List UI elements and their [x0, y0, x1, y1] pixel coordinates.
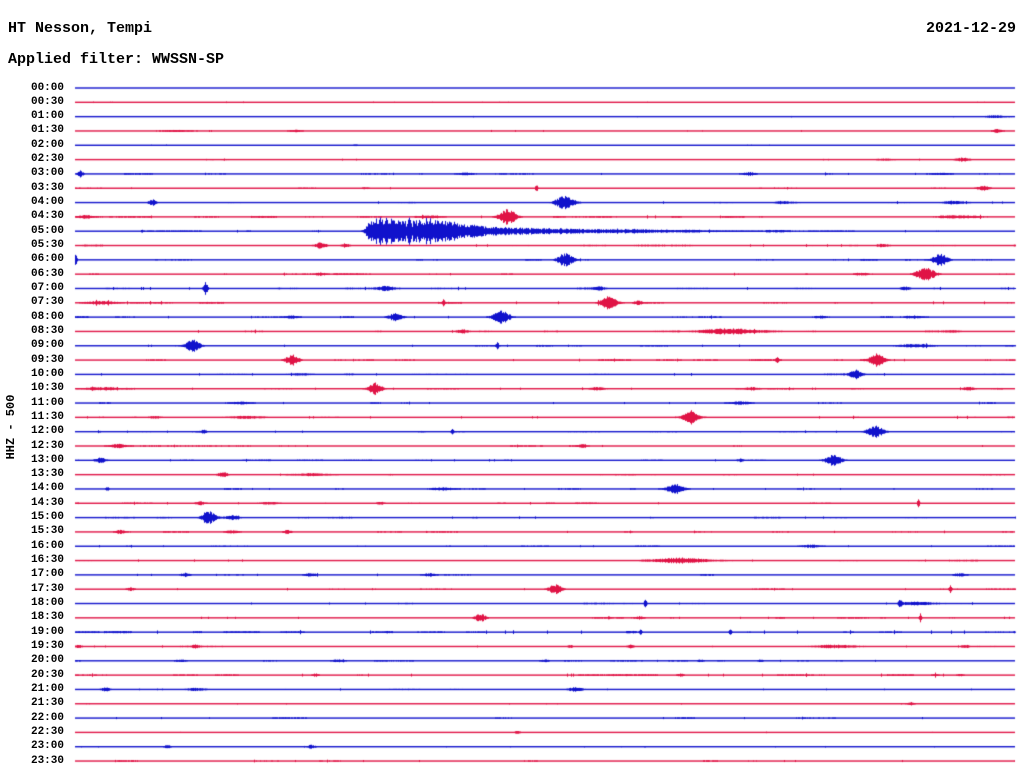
time-label: 22:00: [30, 711, 64, 724]
time-label: 11:30: [30, 410, 64, 423]
time-label: 20:00: [30, 654, 64, 667]
time-label: 07:30: [30, 296, 64, 309]
time-label: 14:30: [30, 496, 64, 509]
time-label: 04:00: [30, 196, 64, 209]
time-label: 16:00: [30, 539, 64, 552]
time-label: 09:00: [30, 339, 64, 352]
time-label: 13:00: [30, 453, 64, 466]
time-label: 12:30: [30, 439, 64, 452]
time-label: 01:30: [30, 124, 64, 137]
time-label: 08:00: [30, 310, 64, 323]
plot-date: 2021-12-29: [925, 20, 1016, 37]
time-label: 22:30: [30, 725, 64, 738]
time-label: 02:30: [30, 153, 64, 166]
time-label: 16:30: [30, 554, 64, 567]
time-label: 00:00: [30, 81, 64, 94]
time-label: 18:30: [30, 611, 64, 624]
time-label: 01:00: [30, 110, 64, 123]
time-label: 02:00: [30, 138, 64, 151]
time-label: 19:30: [30, 639, 64, 652]
applied-filter-label: Applied filter: WWSSN-SP: [8, 51, 225, 68]
time-label: 17:00: [30, 568, 64, 581]
station-title: HT Nesson, Tempi: [8, 20, 153, 37]
time-label: 23:30: [30, 754, 64, 767]
time-label: 06:00: [30, 253, 64, 266]
time-label: 10:00: [30, 367, 64, 380]
time-label: 11:00: [30, 396, 64, 409]
time-label: 10:30: [30, 382, 64, 395]
time-label: 03:00: [30, 167, 64, 180]
time-label: 07:00: [30, 281, 64, 294]
time-label: 05:00: [30, 224, 64, 237]
time-label: 19:00: [30, 625, 64, 638]
time-label: 21:30: [30, 697, 64, 710]
time-label: 12:00: [30, 425, 64, 438]
time-label: 14:00: [30, 482, 64, 495]
time-label: 03:30: [30, 181, 64, 194]
time-label: 17:30: [30, 582, 64, 595]
time-label: 09:30: [30, 353, 64, 366]
time-label: 21:00: [30, 682, 64, 695]
time-label: 00:30: [30, 95, 64, 108]
time-label: 04:30: [30, 210, 64, 223]
time-label: 20:30: [30, 668, 64, 681]
time-label: 06:30: [30, 267, 64, 280]
time-label: 05:30: [30, 239, 64, 252]
time-label: 08:30: [30, 324, 64, 337]
time-label: 15:30: [30, 525, 64, 538]
time-label: 13:30: [30, 468, 64, 481]
time-label: 15:00: [30, 511, 64, 524]
time-label: 23:00: [30, 740, 64, 753]
time-label: 18:00: [30, 597, 64, 610]
